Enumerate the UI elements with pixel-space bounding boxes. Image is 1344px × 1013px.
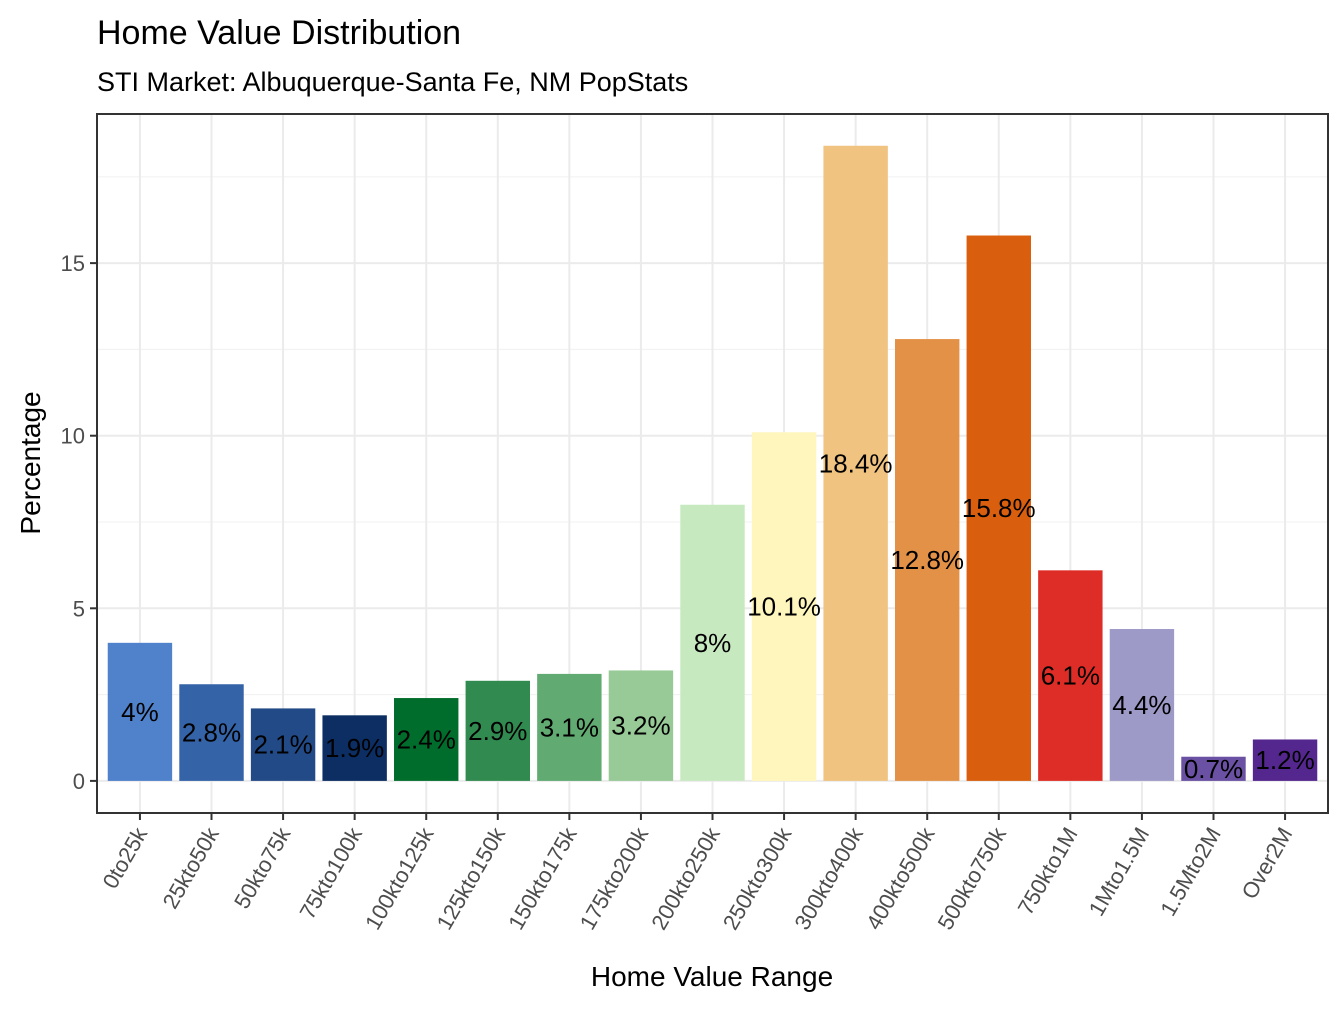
x-tick-label: 25kto50k [158,822,225,913]
bar-50kto75k [250,708,316,781]
data-label: 15.8% [962,493,1036,523]
chart-subtitle: STI Market: Albuquerque-Santa Fe, NM Pop… [97,67,688,97]
x-tick-label: 150kto175k [503,822,582,934]
y-axis-label: Percentage [15,391,46,534]
bar-25kto50k [179,684,244,781]
data-labels: 4% 2.8% 2.1% 1.9% 2.4% 2.9% 3.1% 3.2% 8% 10.1% 18.… [121,448,1315,783]
data-label: 10.1% [747,592,821,622]
bar-100kto125k [394,698,459,781]
data-label: 2.8% [182,718,241,748]
bars [107,145,1318,781]
y-tick-label: 10 [61,424,85,449]
x-tick-label: 0to25k [98,822,153,893]
data-label: 3.2% [611,711,670,741]
data-label: 2.9% [468,716,527,746]
x-tick-label: 750kto1M [1013,823,1083,919]
bar-Over2M [1252,739,1318,781]
data-label: 12.8% [890,545,964,575]
data-label: 4% [121,697,159,727]
x-tick-label: 175kto200k [575,822,654,934]
bar-150kto175k [537,673,602,781]
x-tick-label: 1.5Mto2M [1155,823,1226,920]
x-tick-label: 250kto300k [718,822,797,934]
data-label: 18.4% [819,448,893,478]
bar-125kto150k [465,680,530,781]
y-tick-label: 5 [73,596,85,621]
x-tick-label: 400kto500k [861,822,940,934]
data-label: 2.4% [397,724,456,754]
bar-200kto250k [680,504,745,781]
y-tick-label: 15 [61,251,85,276]
x-tick-label: 200kto250k [646,822,725,934]
bar-175kto200k [608,670,674,781]
x-tick-label: 100kto125k [360,822,439,934]
x-tick-label: 75kto100k [295,822,368,923]
data-label: 4.4% [1112,690,1171,720]
data-label: 1.2% [1255,745,1314,775]
x-tick-label: 1Mto1.5M [1084,823,1155,920]
bar-0to25k [107,642,173,781]
data-label: 6.1% [1041,661,1100,691]
x-tick-label: 125kto150k [432,822,511,934]
data-label: 8% [694,628,732,658]
bar-300kto400k [823,145,888,781]
bar-750kto1M [1038,570,1103,781]
bar-250kto300k [751,432,817,781]
data-label: 0.7% [1184,754,1243,784]
x-tick-label: 50kto75k [229,822,296,913]
chart-title: Home Value Distribution [97,14,461,52]
x-tick-label: Over2M [1237,823,1298,903]
bar-1.5Mto2M [1181,756,1246,781]
data-label: 2.1% [253,730,312,760]
x-tick-label: 500kto750k [933,822,1012,934]
x-tick-label: 300kto400k [789,822,868,934]
bar-75kto100k [322,715,387,781]
y-tick-label: 0 [73,769,85,794]
bar-500kto750k [966,235,1031,781]
data-label: 1.9% [325,733,384,763]
data-label: 3.1% [540,712,599,742]
bar-1Mto1.5M [1109,629,1175,781]
bar-400kto500k [895,339,960,781]
x-axis-label: Home Value Range [591,961,833,992]
